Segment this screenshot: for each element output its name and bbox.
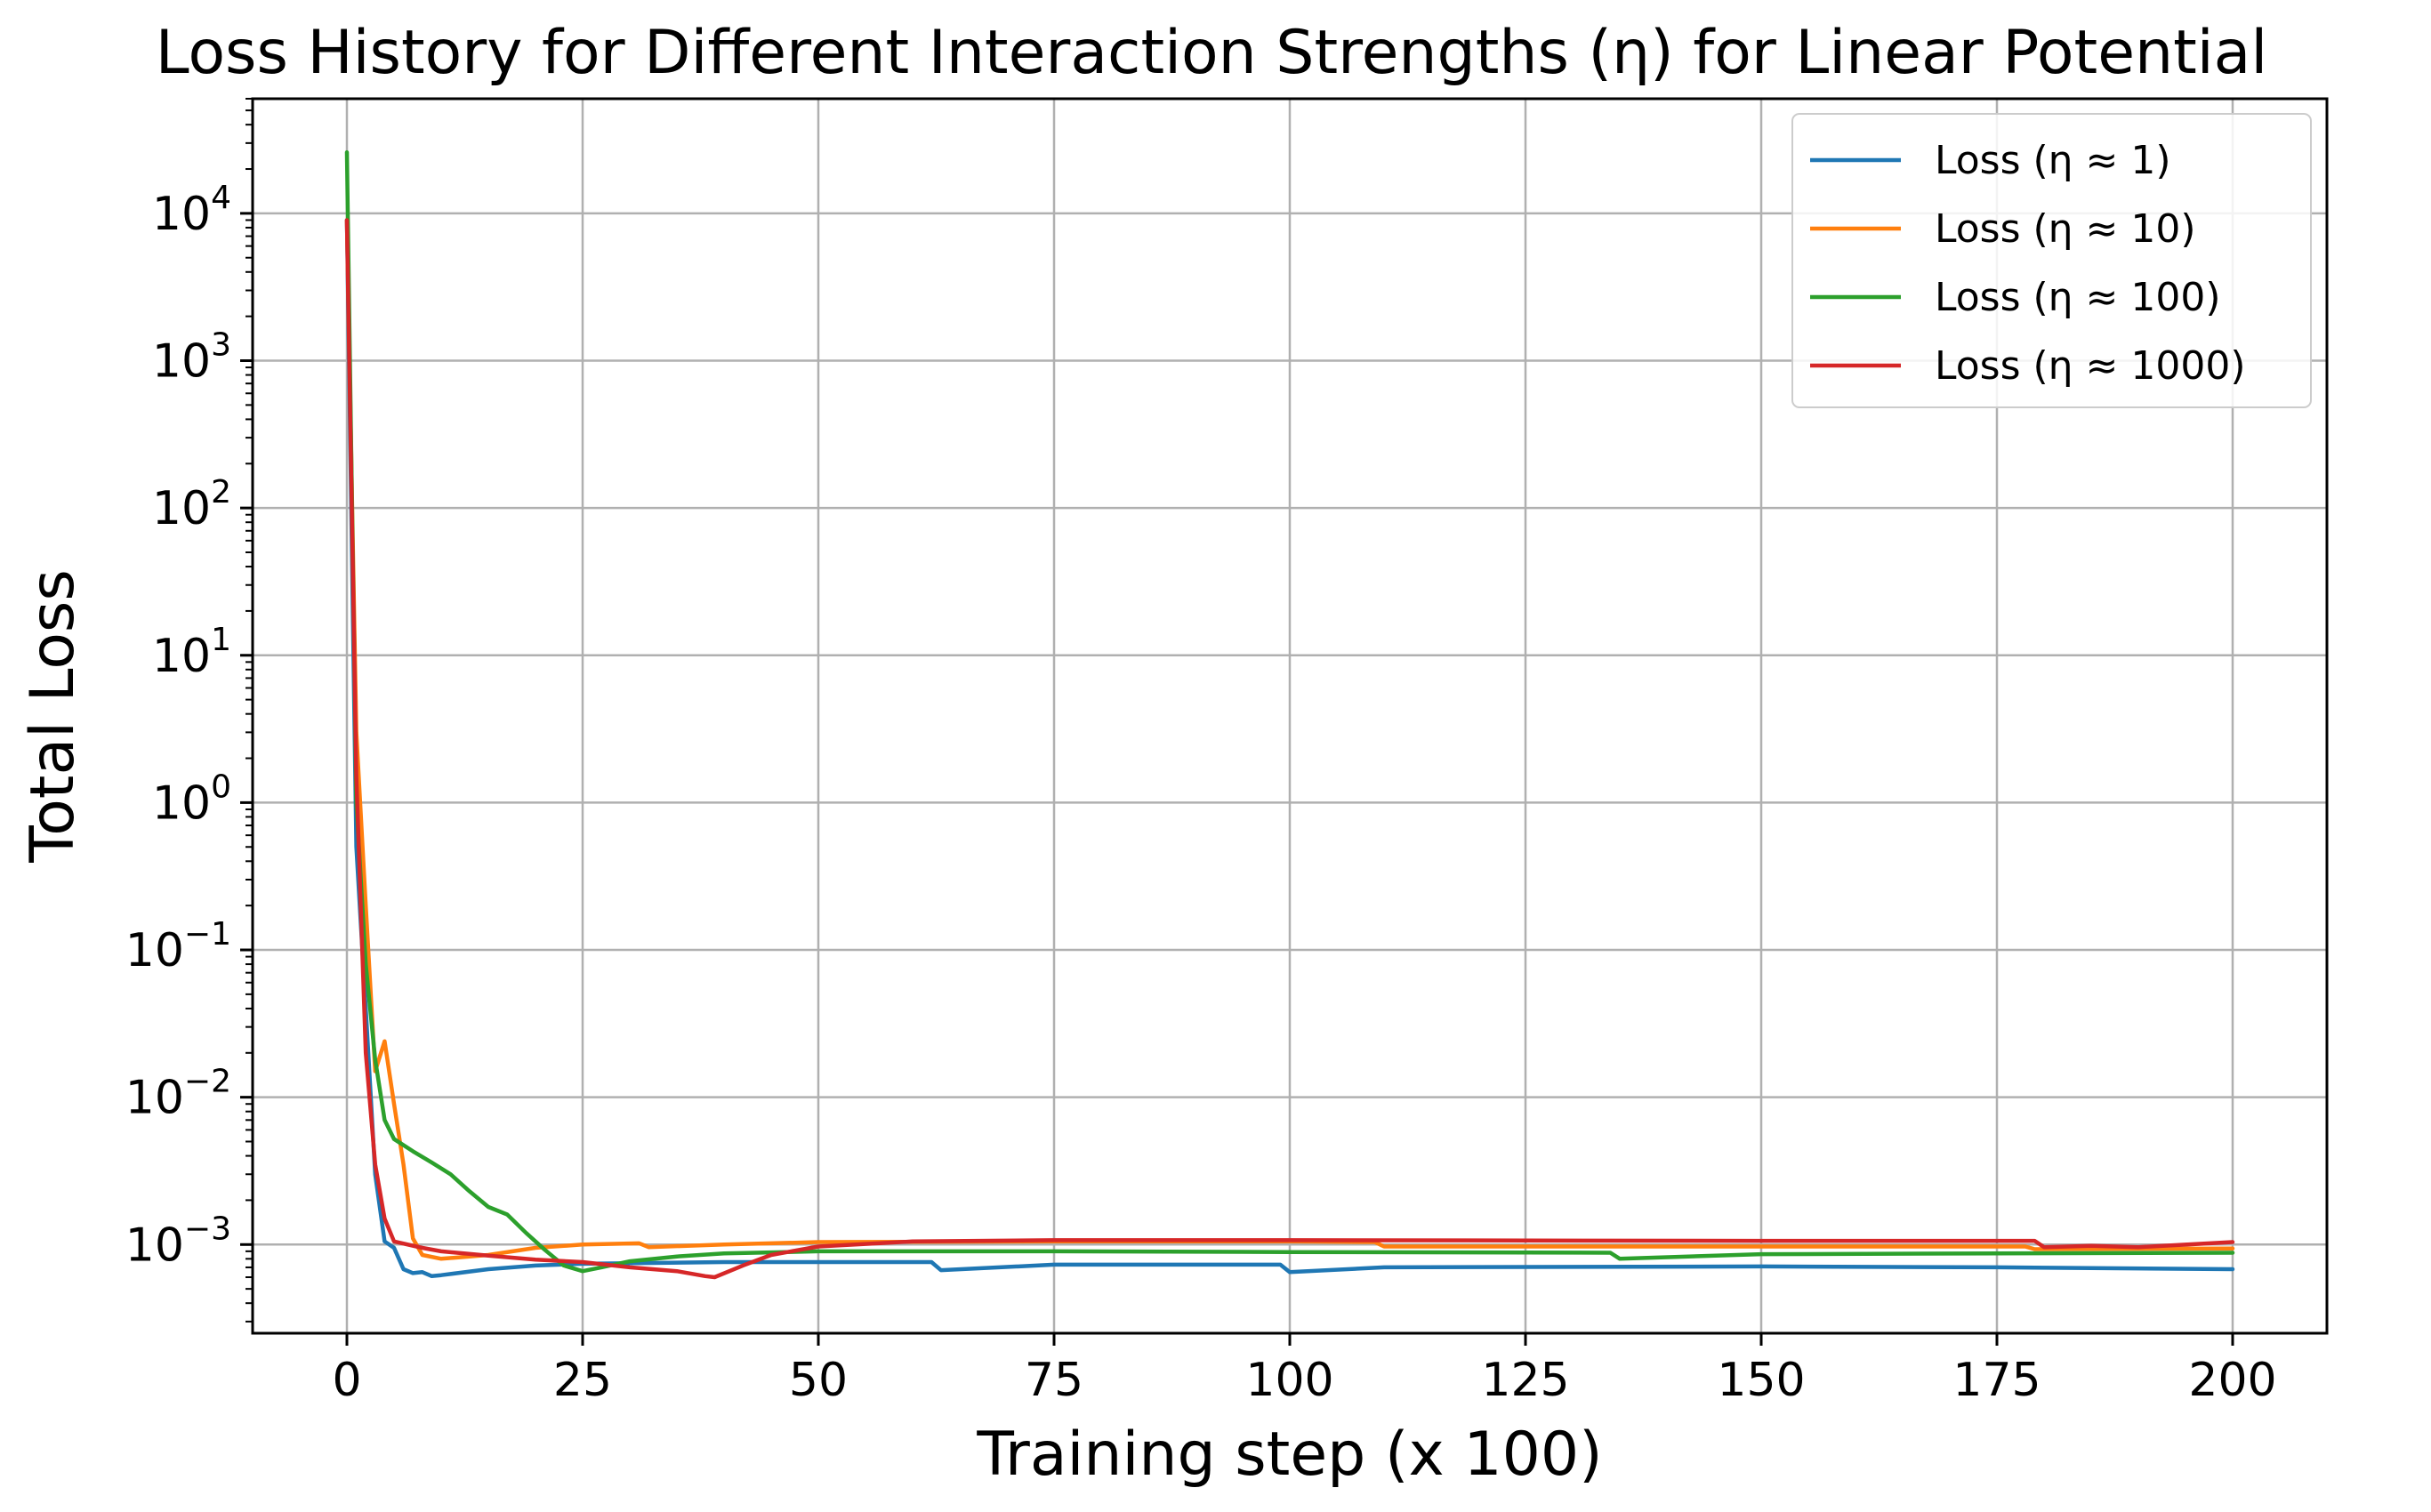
y-tick-label: 101 [152,622,231,683]
x-axis-label: Training step (x 100) [976,1420,1602,1490]
y-axis-label: Total Loss [18,569,88,864]
y-tick-label-base: 10 [125,1072,184,1125]
chart-title: Loss History for Different Interaction S… [156,18,2268,88]
x-tick-label: 100 [1245,1354,1333,1407]
y-tick-label: 104 [152,180,231,241]
y-tick-label-exponent: 4 [211,180,231,216]
x-tick-label: 150 [1717,1354,1805,1407]
y-tick-label-exponent: 1 [211,622,231,658]
x-tick-label: 75 [1025,1354,1083,1407]
y-tick-label-exponent: 2 [211,474,231,511]
y-tick-label: 100 [152,768,231,830]
series-line-4 [344,218,2235,1280]
x-tick-label: 0 [332,1354,361,1407]
legend: Loss (η ≈ 1) Loss (η ≈ 10) Loss (η ≈ 100) L… [1791,113,2312,408]
x-tick-label: 200 [2188,1354,2276,1407]
y-tick-label: 103 [152,327,231,389]
series-line-1 [344,218,2235,1279]
y-tick-label-exponent: 0 [211,768,231,805]
y-tick-label-base: 10 [152,630,211,683]
y-tick-label-base: 10 [125,924,184,977]
x-tick-label: 25 [553,1354,612,1407]
y-tick-label: 10−1 [125,916,231,977]
y-tick-label: 102 [152,474,231,535]
y-tick-label-base: 10 [152,335,211,389]
legend-label-4: Loss (η ≈ 1000) [1935,343,2246,389]
y-tick-label-base: 10 [152,776,211,830]
y-tick-label-base: 10 [152,188,211,241]
y-tick-label-exponent: −1 [184,916,231,953]
y-tick-label: 10−2 [125,1064,231,1125]
y-tick-label-exponent: 3 [211,327,231,364]
legend-label-3: Loss (η ≈ 100) [1935,275,2221,320]
y-tick-label-exponent: −2 [184,1064,231,1100]
legend-box [1791,113,2312,408]
x-tick-label: 125 [1481,1354,1569,1407]
tick-layer: 0 25 50 75 100 125 150 175 20010−310−210−1100101… [125,98,2277,1407]
series-line-3 [344,149,2235,1274]
legend-label-2: Loss (η ≈ 10) [1935,206,2196,252]
y-tick-label-exponent: −3 [184,1210,231,1247]
y-tick-label-base: 10 [125,1218,184,1272]
series-line-2 [344,218,2235,1261]
y-tick-label: 10−3 [125,1210,231,1272]
legend-label-1: Loss (η ≈ 1) [1935,138,2171,183]
series-layer [344,149,2235,1280]
x-tick-label: 50 [789,1354,848,1407]
y-tick-label-base: 10 [152,482,211,535]
x-tick-label: 175 [1952,1354,2041,1407]
